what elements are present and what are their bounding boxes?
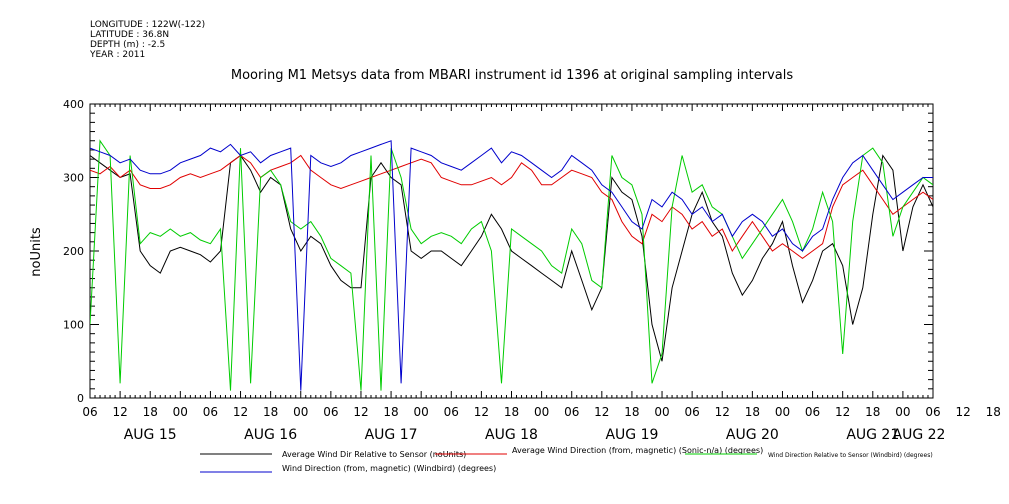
metadata-block: LONGITUDE : 122W(-122) LATITUDE : 36.8N …: [90, 20, 205, 60]
x-day-label: AUG 20: [726, 427, 779, 443]
x-day-label: AUG 18: [485, 427, 538, 443]
x-day-label: AUG 19: [605, 427, 658, 443]
x-day-label: AUG 22: [893, 427, 946, 443]
x-tick-label: 00: [895, 405, 910, 419]
x-tick-label: 18: [745, 405, 760, 419]
y-tick-label: 100: [63, 319, 84, 332]
x-tick-label: 12: [955, 405, 970, 419]
x-day-label: AUG 15: [124, 427, 177, 443]
year-label: YEAR : 2011: [90, 50, 146, 60]
x-tick-label: 12: [112, 405, 127, 419]
y-axis-label: noUnits: [29, 227, 44, 277]
x-tick-label: 18: [143, 405, 158, 419]
x-tick-label: 06: [444, 405, 459, 419]
longitude-label: LONGITUDE : 122W(-122): [90, 20, 206, 30]
x-tick-label: 18: [624, 405, 639, 419]
x-tick-label: 00: [414, 405, 429, 419]
y-tick-label: 200: [63, 245, 84, 258]
x-tick-label: 18: [865, 405, 880, 419]
x-tick-label: 12: [835, 405, 850, 419]
legend-label-3: Wind Direction Relative to Sensor (Windb…: [768, 452, 933, 459]
x-tick-label: 06: [685, 405, 700, 419]
x-tick-label: 18: [263, 405, 278, 419]
x-day-label: AUG 21: [846, 427, 899, 443]
x-tick-label: 12: [474, 405, 489, 419]
legend-label-1: Average Wind Dir Relative to Sensor (noU…: [282, 450, 466, 459]
x-tick-label: 00: [775, 405, 790, 419]
x-tick-label: 12: [233, 405, 248, 419]
x-tick-label: 06: [805, 405, 820, 419]
x-tick-label: 00: [293, 405, 308, 419]
series-line-1: [90, 154, 933, 362]
series-line-2: [90, 154, 933, 260]
x-day-label: AUG 16: [244, 427, 297, 443]
x-tick-label: 00: [173, 405, 188, 419]
x-day-label: AUG 17: [365, 427, 418, 443]
legend: Average Wind Dir Relative to Sensor (noU…: [200, 446, 933, 473]
x-tick-label: 06: [82, 405, 97, 419]
x-tick-label: 06: [203, 405, 218, 419]
y-tick-label: 0: [77, 392, 84, 405]
x-tick-label: 18: [986, 405, 1001, 419]
y-tick-label: 300: [63, 172, 84, 185]
y-tick-label: 400: [63, 98, 84, 111]
chart-title: Mooring M1 Metsys data from MBARI instru…: [231, 68, 793, 83]
latitude-label: LATITUDE : 36.8N: [90, 30, 170, 40]
legend-label-4: Wind Direction (from, magnetic) (Windbir…: [282, 464, 496, 473]
series-line-4: [90, 140, 933, 391]
x-tick-label: 00: [654, 405, 669, 419]
x-tick-label: 00: [534, 405, 549, 419]
x-tick-label: 18: [504, 405, 519, 419]
plot-area: 0 100 200 300 400 06 12 18 00 06 12 18 00 06 12 18 00 06 1…: [63, 98, 1001, 443]
x-tick-label: 06: [323, 405, 338, 419]
x-tick-label: 06: [925, 405, 940, 419]
x-tick-label: 12: [715, 405, 730, 419]
x-tick-label: 12: [353, 405, 368, 419]
x-tick-label: 06: [564, 405, 579, 419]
legend-label-2: Average Wind Direction (from, magnetic) …: [512, 446, 763, 455]
depth-label: DEPTH (m) : -2.5: [90, 40, 166, 50]
series-line-3: [90, 139, 933, 391]
x-tick-label: 12: [594, 405, 609, 419]
x-tick-label: 18: [383, 405, 398, 419]
